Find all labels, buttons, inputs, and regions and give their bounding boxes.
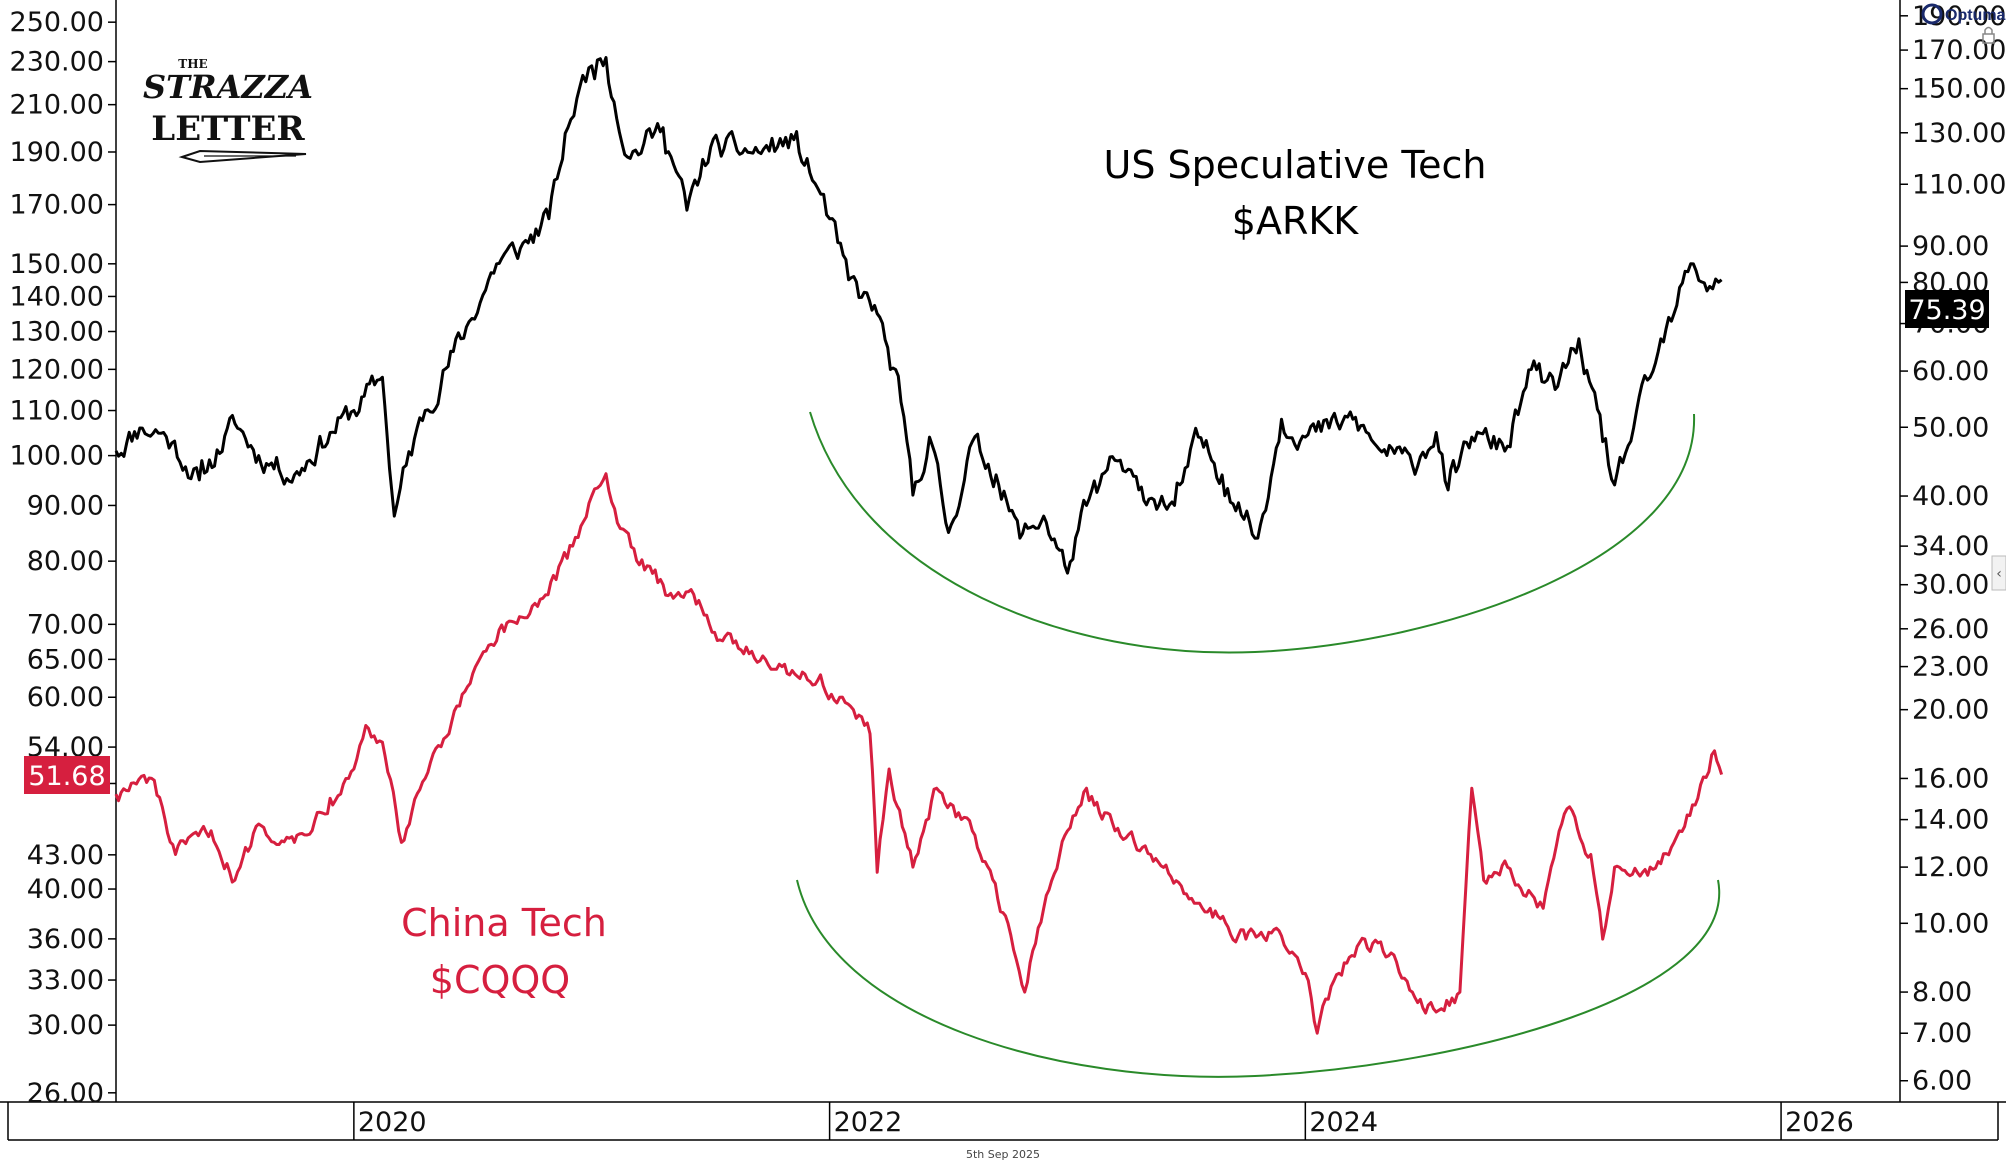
right-tick-label: 12.00 <box>1912 852 1989 883</box>
arkk-last-badge-bg <box>1905 290 1989 328</box>
right-tick-label: 7.00 <box>1912 1018 1972 1049</box>
right-tick-label: 16.00 <box>1912 763 1989 794</box>
left-tick-label: 43.00 <box>27 840 104 871</box>
optuma-brand-label: Optuma <box>1945 7 2006 24</box>
optuma-logo-icon <box>1921 3 1943 25</box>
cqqq-last-badge-bg <box>24 756 110 794</box>
arkk-base-arc <box>809 411 1696 654</box>
right-tick-label: 30.00 <box>1912 570 1989 601</box>
left-tick-label: 40.00 <box>27 874 104 905</box>
left-axis: 250.00 230.00 210.00 190.00 170.00 150.00140.… <box>10 7 116 1109</box>
logo-small-text: THE <box>178 57 207 71</box>
right-tick-label: 14.00 <box>1912 805 1989 836</box>
cqqq-base-arc <box>796 879 1721 1078</box>
left-tick-label: 70.00 <box>27 609 104 640</box>
x-tick-label: 2020 <box>358 1107 427 1138</box>
lock-icon[interactable] <box>1982 33 1995 44</box>
cqqq-annotation-ticker: $CQQQ <box>430 958 570 1002</box>
left-tick-label: 170.00 <box>10 190 104 221</box>
last-value-badges: 75.39 51.68 <box>24 290 1989 794</box>
left-tick-label: 230.00 <box>10 47 104 78</box>
right-tick-label: 23.00 <box>1912 652 1989 683</box>
right-tick-label: 20.00 <box>1912 695 1989 726</box>
right-tick-label: 10.00 <box>1912 908 1989 939</box>
chart-date-label: 5th Sep 2025 <box>966 1148 1040 1161</box>
logo-pen-icon <box>178 149 307 164</box>
series-line-arkk <box>114 56 1723 575</box>
x-axis: 2020 2022 2024 2026 <box>353 1102 1854 1140</box>
optuma-brand: Optuma <box>1921 3 2006 44</box>
right-tick-label: 90.00 <box>1912 231 1989 262</box>
x-tick-label: 2022 <box>834 1107 903 1138</box>
left-tick-label: 90.00 <box>27 490 104 521</box>
cqqq-annotation-title: China Tech <box>401 901 607 945</box>
right-tick-label: 26.00 <box>1912 614 1989 645</box>
left-tick-label: 80.00 <box>27 546 104 577</box>
left-tick-label: 150.00 <box>10 249 104 280</box>
right-tick-label: 110.00 <box>1912 169 2006 200</box>
left-tick-label: 33.00 <box>27 965 104 996</box>
strazza-letter-logo: THE STRAZZA LETTER <box>143 57 313 164</box>
right-tick-label: 150.00 <box>1912 74 2006 105</box>
left-tick-label: 210.00 <box>10 90 104 121</box>
arkk-last-value-label: 75.39 <box>1908 295 1985 326</box>
right-tick-label: 60.00 <box>1912 356 1989 387</box>
left-tick-label: 26.00 <box>27 1078 104 1109</box>
left-tick-label: 30.00 <box>27 1010 104 1041</box>
arkk-annotation-title: US Speculative Tech <box>1104 143 1487 187</box>
right-tick-label: 8.00 <box>1912 977 1972 1008</box>
right-tick-label: 34.00 <box>1912 531 1989 562</box>
left-tick-label: 60.00 <box>27 682 104 713</box>
x-tick-label: 2026 <box>1785 1107 1854 1138</box>
series-line-cqqq <box>114 472 1724 1035</box>
left-tick-label: 100.00 <box>10 441 104 472</box>
right-tick-label: 50.00 <box>1912 412 1989 443</box>
right-tick-label: 170.00 <box>1912 35 2006 66</box>
left-tick-label: 190.00 <box>10 137 104 168</box>
right-tick-label: 40.00 <box>1912 481 1989 512</box>
chevron-left-icon[interactable]: ‹ <box>1996 566 2002 582</box>
left-tick-label: 65.00 <box>27 644 104 675</box>
arkk-annotation-ticker: $ARKK <box>1232 199 1359 243</box>
left-tick-label: 140.00 <box>10 281 104 312</box>
left-tick-label: 250.00 <box>10 7 104 38</box>
series-layer <box>114 56 1724 1035</box>
x-tick-label: 2024 <box>1309 1107 1378 1138</box>
highlight-arcs <box>796 411 1721 1078</box>
annotations: US Speculative Tech $ARKK China Tech $CQ… <box>401 143 1486 1002</box>
cqqq-last-value-label: 51.68 <box>28 761 105 792</box>
left-tick-label: 110.00 <box>10 396 104 427</box>
left-tick-label: 36.00 <box>27 924 104 955</box>
left-tick-label: 120.00 <box>10 354 104 385</box>
logo-line1-text: STRAZZA <box>143 68 313 106</box>
right-tick-label: 6.00 <box>1912 1066 1972 1097</box>
collapse-panel-handle[interactable]: ‹ <box>1991 555 2006 591</box>
logo-line2-text: LETTER <box>151 109 305 149</box>
right-tick-label: 130.00 <box>1912 118 2006 149</box>
left-tick-label: 130.00 <box>10 317 104 348</box>
